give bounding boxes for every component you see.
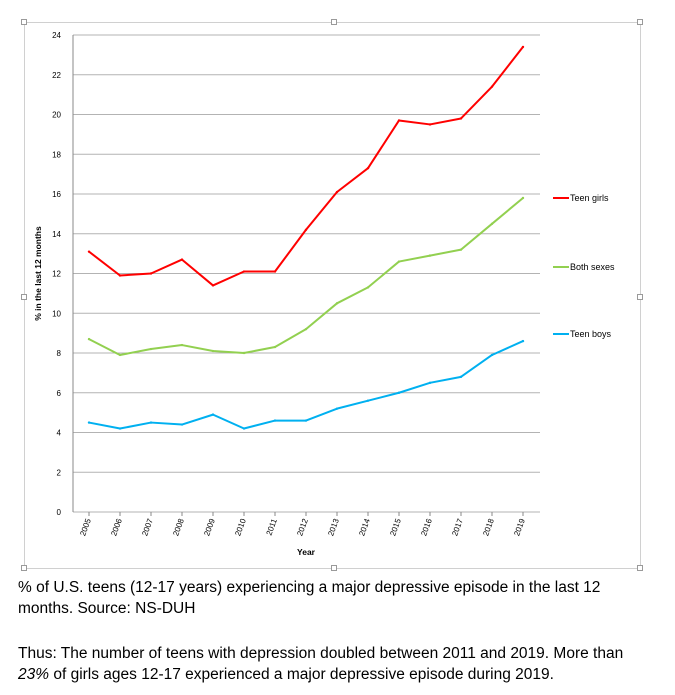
data-point-teen-boys-2005	[87, 421, 91, 424]
y-tick-label-18: 18	[52, 150, 61, 159]
data-point-teen-boys-2015	[397, 391, 401, 394]
data-point-teen-boys-2019	[521, 339, 525, 343]
data-point-teen-boys-2012	[304, 419, 308, 422]
resize-handle-top-right[interactable]	[637, 19, 643, 25]
legend-label-both-sexes: Both sexes	[570, 262, 615, 272]
y-tick-label-16: 16	[52, 190, 61, 199]
data-point-both-sexes-2008	[180, 343, 184, 347]
conclusion-emphasis: 23%	[18, 666, 50, 683]
data-point-teen-girls-2010	[242, 270, 246, 273]
data-point-teen-girls-2013	[335, 190, 339, 194]
x-tick-label-2016: 2016	[419, 517, 434, 537]
data-point-teen-girls-2016	[428, 123, 432, 126]
x-tick-label-2010: 2010	[233, 517, 248, 537]
data-point-teen-boys-2013	[335, 407, 339, 410]
x-tick-label-2013: 2013	[326, 517, 341, 537]
data-point-teen-girls-2012	[304, 228, 308, 231]
x-tick-label-2018: 2018	[481, 517, 496, 537]
y-tick-label-14: 14	[52, 230, 61, 239]
series-line-both-sexes	[88, 197, 524, 356]
y-tick-label-22: 22	[52, 71, 61, 80]
x-tick-label-2005: 2005	[78, 517, 93, 537]
data-point-both-sexes-2012	[304, 327, 308, 331]
chart-caption: % of U.S. teens (12-17 years) experienci…	[18, 579, 601, 617]
data-point-both-sexes-2016	[428, 254, 432, 257]
resize-handle-top-middle[interactable]	[331, 19, 337, 25]
x-tick-label-2007: 2007	[140, 517, 155, 537]
data-point-both-sexes-2005	[87, 337, 91, 341]
data-point-both-sexes-2009	[211, 349, 215, 353]
x-tick-label-2014: 2014	[357, 517, 372, 537]
data-point-both-sexes-2018	[490, 222, 494, 226]
data-point-both-sexes-2015	[397, 260, 401, 263]
data-point-both-sexes-2011	[273, 345, 277, 349]
x-tick-label-2012: 2012	[295, 517, 310, 537]
data-point-teen-boys-2014	[366, 399, 370, 402]
y-tick-label-4: 4	[57, 429, 62, 438]
resize-handle-top-left[interactable]	[21, 19, 27, 25]
data-point-both-sexes-2019	[521, 196, 525, 200]
y-tick-label-10: 10	[52, 309, 61, 318]
y-tick-label-6: 6	[57, 389, 62, 398]
y-tick-label-12: 12	[52, 270, 61, 279]
data-point-teen-girls-2009	[211, 284, 215, 287]
x-tick-label-2011: 2011	[265, 517, 280, 537]
x-tick-label-2008: 2008	[171, 517, 186, 537]
legend-label-teen-girls: Teen girls	[570, 193, 609, 203]
data-point-teen-girls-2017	[459, 117, 463, 120]
conclusion-text-start: Thus: The number of teens with depressio…	[18, 645, 624, 662]
resize-handle-bottom-right[interactable]	[637, 565, 643, 571]
y-tick-label-2: 2	[57, 468, 62, 477]
data-point-teen-boys-2017	[459, 375, 463, 379]
data-point-both-sexes-2010	[242, 351, 246, 355]
data-point-teen-girls-2015	[397, 119, 401, 122]
y-tick-label-0: 0	[57, 508, 62, 517]
data-point-both-sexes-2006	[118, 353, 122, 357]
y-tick-label-8: 8	[57, 349, 62, 358]
data-point-teen-boys-2010	[242, 427, 246, 430]
data-point-teen-boys-2009	[211, 413, 215, 416]
x-tick-label-2009: 2009	[202, 517, 217, 537]
data-point-teen-boys-2006	[118, 427, 122, 430]
data-point-teen-girls-2008	[180, 258, 184, 261]
data-point-teen-boys-2016	[428, 381, 432, 385]
x-tick-label-2006: 2006	[109, 517, 124, 537]
data-point-teen-boys-2008	[180, 423, 184, 426]
data-point-teen-girls-2014	[366, 166, 370, 170]
data-point-teen-boys-2007	[149, 421, 153, 424]
x-tick-label-2017: 2017	[450, 517, 465, 537]
chart-frame: 0 2 4 6 8 10 12 14 16 18 20 22 24 2005 2006 2007 2008 200…	[21, 19, 643, 571]
resize-handle-middle-left[interactable]	[21, 294, 27, 300]
x-axis-title: Year	[297, 547, 316, 557]
data-point-teen-girls-2006	[118, 274, 122, 277]
x-tick-label-2015: 2015	[388, 517, 403, 537]
data-point-both-sexes-2017	[459, 248, 463, 251]
conclusion-text-end: of girls ages 12-17 experienced a major …	[49, 666, 554, 683]
legend-label-teen-boys: Teen boys	[570, 329, 612, 339]
x-tick-label-2019: 2019	[512, 517, 527, 537]
resize-handle-bottom-left[interactable]	[21, 565, 27, 571]
y-tick-label-20: 20	[52, 111, 61, 120]
series-line-teen-boys	[88, 340, 524, 430]
y-axis-title: % in the last 12 months	[33, 226, 43, 321]
data-point-teen-girls-2011	[273, 270, 277, 273]
data-point-both-sexes-2007	[149, 347, 153, 351]
y-tick-label-24: 24	[52, 31, 61, 40]
data-point-teen-boys-2018	[490, 353, 494, 357]
resize-handle-middle-right[interactable]	[637, 294, 643, 300]
data-point-teen-boys-2011	[273, 419, 277, 422]
resize-handle-bottom-middle[interactable]	[331, 565, 337, 571]
chart-conclusion: Thus: The number of teens with depressio…	[18, 643, 658, 685]
data-point-teen-girls-2019	[521, 45, 525, 49]
data-point-teen-girls-2018	[490, 85, 494, 88]
data-point-teen-girls-2007	[149, 272, 153, 275]
data-point-teen-girls-2005	[87, 250, 91, 253]
data-point-both-sexes-2014	[366, 286, 370, 289]
data-point-both-sexes-2013	[335, 302, 339, 305]
